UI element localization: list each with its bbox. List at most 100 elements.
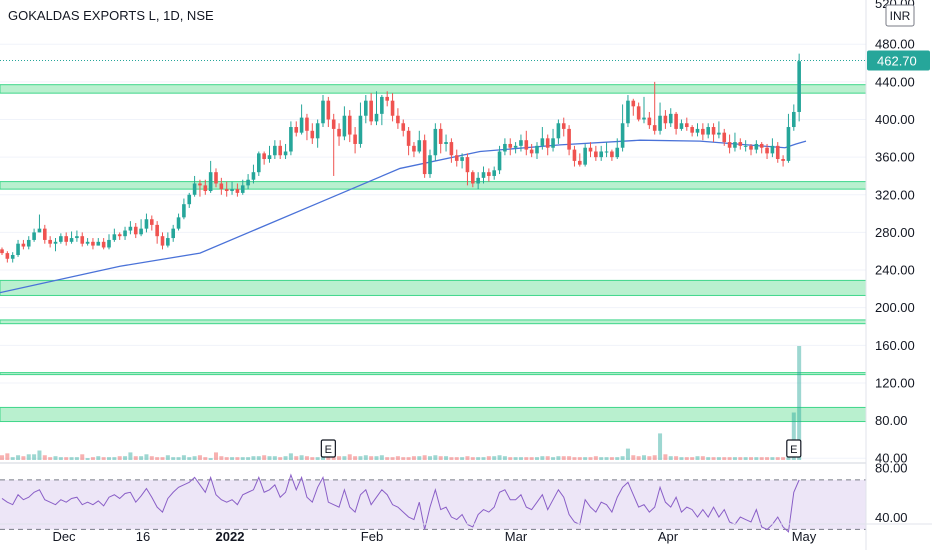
volume-bar xyxy=(497,455,502,460)
volume-bar xyxy=(460,457,465,460)
zone-band xyxy=(0,406,867,423)
candle-body xyxy=(155,224,159,237)
candle xyxy=(727,134,732,154)
volume-bar xyxy=(235,457,240,460)
currency-label: INR xyxy=(890,9,911,23)
volume-bar xyxy=(321,456,325,460)
volume-bar xyxy=(593,456,598,460)
price-tick-label: 480.00 xyxy=(875,37,915,52)
candle-body xyxy=(305,117,309,131)
candle xyxy=(781,155,785,167)
rsi-panel xyxy=(0,462,866,533)
candle-body xyxy=(508,143,513,148)
candle xyxy=(449,138,454,163)
candle-body xyxy=(438,128,443,144)
volume-bar xyxy=(342,456,347,460)
volume-bar xyxy=(545,456,550,460)
time-axis-label: 16 xyxy=(136,529,150,544)
candle-body xyxy=(652,125,657,131)
price-tick-label: 280.00 xyxy=(875,225,915,240)
candle-body xyxy=(701,128,705,135)
candle-body xyxy=(647,117,652,126)
candle-body xyxy=(545,138,550,148)
volume-bar xyxy=(679,457,684,460)
volume-bar xyxy=(219,456,224,460)
candle xyxy=(16,239,20,257)
volume-bar xyxy=(149,456,154,460)
candle-body xyxy=(797,61,801,112)
time-axis[interactable]: Dec 16 2022 Feb Mar Apr May xyxy=(0,523,932,544)
volume-bar xyxy=(347,454,352,460)
volume-bar xyxy=(267,456,272,460)
candle xyxy=(353,127,357,154)
volume-bar xyxy=(272,456,277,460)
candle xyxy=(96,238,101,246)
candle-body xyxy=(610,151,614,158)
volume-bar xyxy=(411,456,416,460)
volume-bar xyxy=(401,457,406,460)
volume-bar xyxy=(74,457,79,460)
candle-body xyxy=(133,226,138,235)
candle-body xyxy=(273,145,277,156)
candle xyxy=(10,252,15,263)
volume-bar xyxy=(449,457,454,460)
volume-bar xyxy=(208,458,213,460)
candle xyxy=(503,138,507,156)
candle xyxy=(561,117,566,137)
candlesticks xyxy=(0,53,801,263)
volume-bar xyxy=(171,457,176,460)
volume-bar xyxy=(133,456,138,460)
volume-bar xyxy=(502,456,507,460)
candle xyxy=(754,140,759,154)
earnings-marker: E xyxy=(790,444,797,456)
candle xyxy=(21,239,26,250)
candle-body xyxy=(150,219,154,225)
zone-band xyxy=(0,279,867,296)
volume-bar xyxy=(486,456,491,460)
candle-body xyxy=(337,128,341,137)
volume-bar xyxy=(652,455,657,460)
candle xyxy=(112,228,117,242)
axis-background xyxy=(866,0,932,550)
candle-body xyxy=(615,147,620,158)
volume-bar xyxy=(278,457,283,460)
price-axis[interactable]: 40.0080.00120.00160.00200.00240.00280.00… xyxy=(865,0,932,550)
candle-body xyxy=(460,157,464,161)
candle-body xyxy=(465,157,470,173)
candle-body xyxy=(749,145,753,150)
candle-body xyxy=(123,230,127,237)
candle-body xyxy=(722,132,727,143)
candle-body xyxy=(717,132,721,135)
candle xyxy=(208,160,213,193)
candle-body xyxy=(540,138,545,146)
candle-body xyxy=(519,140,523,146)
volume-bar xyxy=(695,456,700,460)
volume-bar xyxy=(759,457,764,460)
candle-body xyxy=(214,172,218,184)
candle xyxy=(652,81,657,135)
candle xyxy=(738,138,743,150)
candle-body xyxy=(10,254,15,259)
candle-body xyxy=(171,228,175,239)
candle xyxy=(337,123,341,146)
candle-body xyxy=(529,149,534,154)
candle-body xyxy=(786,127,791,161)
candle-body xyxy=(182,204,186,218)
volume-bar xyxy=(42,455,47,460)
candle xyxy=(144,213,149,233)
price-tick-label: 120.00 xyxy=(875,375,915,390)
volume-bar xyxy=(572,457,577,460)
candle xyxy=(792,104,796,131)
volume-bar xyxy=(101,457,106,460)
volume-bar xyxy=(518,457,523,460)
candle-body xyxy=(674,113,678,129)
volume-bar xyxy=(294,456,299,460)
price-tick-label: 160.00 xyxy=(875,338,915,353)
candle-body xyxy=(80,236,85,244)
volume-bar xyxy=(433,455,438,460)
volume-bar xyxy=(187,457,192,460)
moving-average xyxy=(0,139,807,294)
candle-body xyxy=(117,234,122,237)
